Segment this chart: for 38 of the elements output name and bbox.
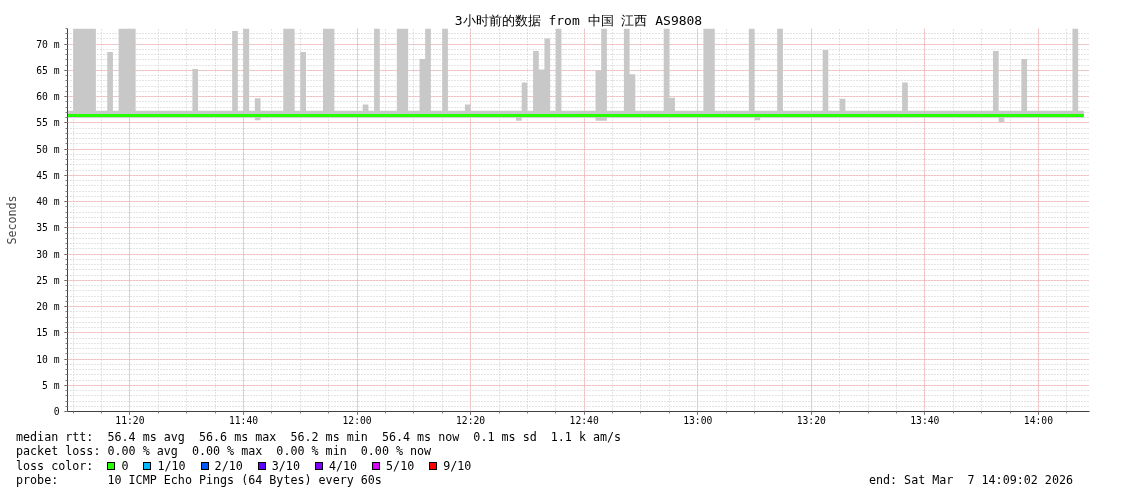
y-tick-label: 55 m (36, 117, 60, 129)
x-tick-label: 12:00 (342, 414, 372, 426)
x-tick-label: 14:00 (1023, 414, 1054, 426)
text: packet loss: 0.00 % avg 0.00 % max 0.00 % min 0.00 % now (16, 444, 432, 459)
x-tick-label: 12:40 (569, 414, 599, 426)
legend-label: 2/10 (214, 458, 243, 474)
y-axis-title: Seconds (5, 195, 20, 245)
text: end: Sat Mar 7 14:09:02 2026 (868, 473, 1073, 488)
legend-label: 0 (121, 458, 129, 474)
y-tick-label: 10 m (36, 353, 60, 365)
y-tick-label: 15 m (36, 327, 60, 339)
legend-label: 3/10 (271, 458, 300, 474)
legend-label: 9/10 (443, 458, 472, 474)
x-tick-label: 11:40 (228, 414, 259, 426)
x-tick-label: 13:40 (910, 414, 940, 426)
y-tick-label: 5 m (42, 379, 60, 391)
legend-label: 4/10 (328, 458, 358, 474)
y-tick-label: 50 m (36, 143, 60, 155)
legend-label: 1/10 (157, 458, 186, 474)
y-tick-label: 45 m (36, 169, 60, 181)
y-tick-label: 20 m (36, 301, 60, 313)
y-tick-label: 25 m (36, 274, 60, 286)
y-tick-label: 35 m (36, 222, 60, 234)
text: median rtt: 56.4 ms avg 56.6 ms max 56.2 ms min 56.4 ms now 0.1 ms sd 1.1 k am/s (16, 430, 622, 444)
x-tick-label: 11:20 (115, 414, 145, 426)
x-tick-label: 13:00 (683, 414, 713, 426)
chart-title: 3小时前的数据 from 中国 江西 AS9808 (454, 12, 703, 28)
y-tick-label: 70 m (36, 38, 60, 50)
y-tick-label: 30 m (36, 248, 60, 260)
x-tick-label: 13:20 (796, 414, 827, 426)
x-tick-label: 12:20 (456, 414, 486, 426)
y-tick-label: 65 m (36, 64, 60, 76)
text: probe: 10 ICMP Echo Pings (64 Bytes) every 60s (16, 473, 382, 488)
y-tick-label: 0 (53, 406, 60, 417)
legend-title: loss color: (16, 458, 94, 474)
y-tick-label: 40 m (36, 196, 60, 208)
legend-label: 5/10 (386, 458, 415, 474)
y-tick-label: 60 m (36, 91, 60, 103)
